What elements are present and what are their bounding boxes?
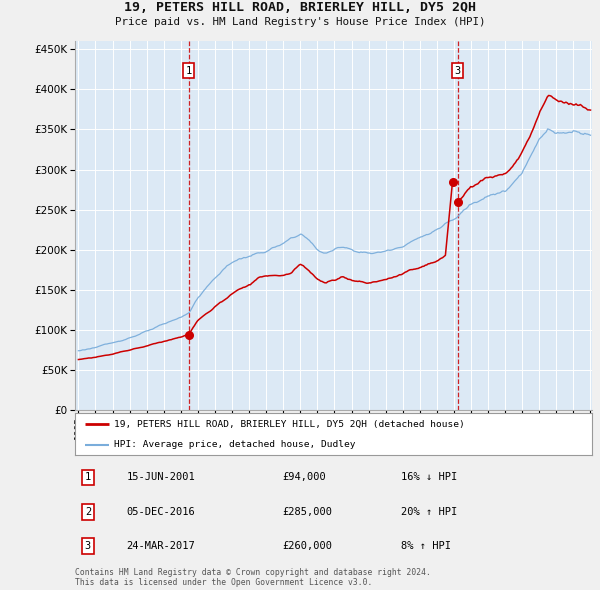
- Text: Price paid vs. HM Land Registry's House Price Index (HPI): Price paid vs. HM Land Registry's House …: [115, 17, 485, 27]
- Text: 15-JUN-2001: 15-JUN-2001: [127, 473, 196, 483]
- Text: 1: 1: [85, 473, 91, 483]
- Text: 05-DEC-2016: 05-DEC-2016: [127, 507, 196, 517]
- Text: £285,000: £285,000: [282, 507, 332, 517]
- Text: £94,000: £94,000: [282, 473, 326, 483]
- Text: HPI: Average price, detached house, Dudley: HPI: Average price, detached house, Dudl…: [114, 440, 355, 450]
- Text: 16% ↓ HPI: 16% ↓ HPI: [401, 473, 457, 483]
- Text: 19, PETERS HILL ROAD, BRIERLEY HILL, DY5 2QH: 19, PETERS HILL ROAD, BRIERLEY HILL, DY5…: [124, 1, 476, 14]
- Text: 24-MAR-2017: 24-MAR-2017: [127, 541, 196, 551]
- Text: £260,000: £260,000: [282, 541, 332, 551]
- Text: 3: 3: [455, 66, 461, 76]
- Text: 20% ↑ HPI: 20% ↑ HPI: [401, 507, 457, 517]
- Text: 2: 2: [85, 507, 91, 517]
- Text: 19, PETERS HILL ROAD, BRIERLEY HILL, DY5 2QH (detached house): 19, PETERS HILL ROAD, BRIERLEY HILL, DY5…: [114, 420, 464, 429]
- Text: 8% ↑ HPI: 8% ↑ HPI: [401, 541, 451, 551]
- Text: 1: 1: [185, 66, 192, 76]
- Text: 3: 3: [85, 541, 91, 551]
- Text: Contains HM Land Registry data © Crown copyright and database right 2024.
This d: Contains HM Land Registry data © Crown c…: [75, 568, 431, 587]
